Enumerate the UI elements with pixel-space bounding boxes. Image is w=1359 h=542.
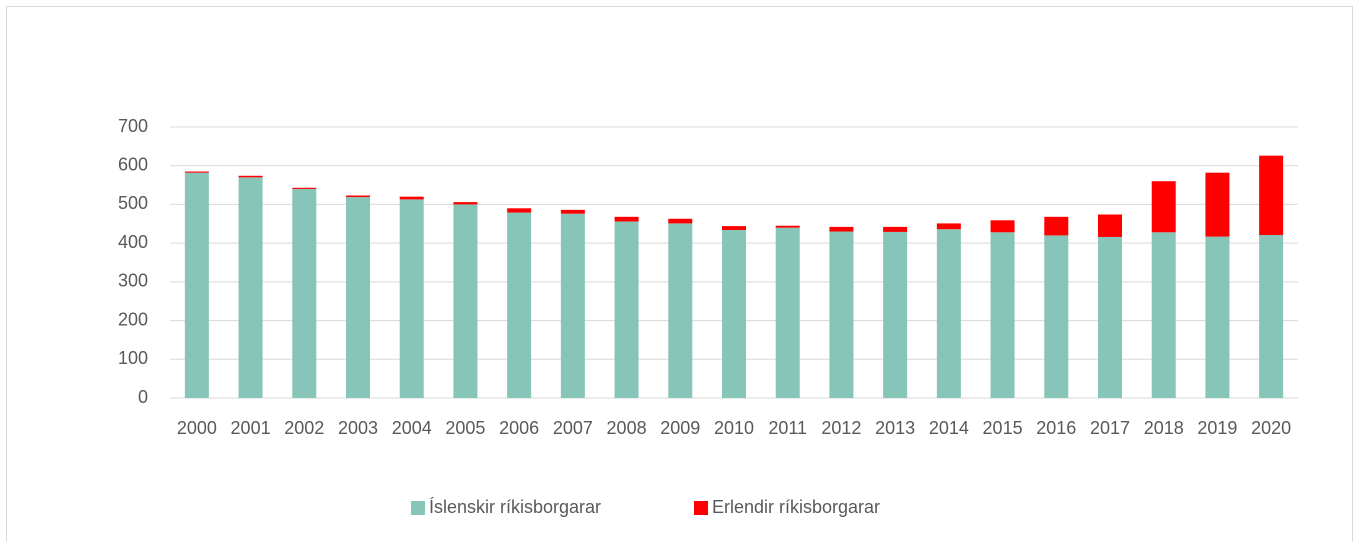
- bar-segment: [775, 227, 800, 398]
- x-tick-label: 2020: [1251, 418, 1291, 438]
- bar-segment: [184, 172, 209, 398]
- bar-segment: [936, 223, 961, 230]
- x-tick-label: 2008: [607, 418, 647, 438]
- x-tick-label: 2006: [499, 418, 539, 438]
- x-tick-label: 2003: [338, 418, 378, 438]
- bar-segment: [346, 197, 370, 398]
- y-tick-label: 200: [118, 309, 148, 329]
- x-tick-label: 2017: [1090, 418, 1130, 438]
- legend-swatch: [694, 501, 708, 515]
- x-tick-label: 2009: [660, 418, 700, 438]
- bar-segment: [722, 229, 746, 398]
- bar-segment: [1205, 172, 1230, 237]
- x-tick-label: 2007: [553, 418, 593, 438]
- bar-segment: [453, 204, 478, 398]
- bar-segment: [1098, 236, 1122, 398]
- x-tick-label: 2010: [714, 418, 754, 438]
- bar-segment: [936, 229, 961, 398]
- bar-segment: [883, 231, 908, 398]
- bar-segment: [399, 196, 424, 200]
- x-tick-label: 2016: [1036, 418, 1076, 438]
- x-tick-label: 2012: [821, 418, 861, 438]
- y-tick-label: 700: [118, 116, 148, 136]
- bar-segment: [507, 212, 532, 398]
- y-tick-label: 400: [118, 232, 148, 252]
- x-tick-label: 2014: [929, 418, 969, 438]
- bar-segment: [775, 225, 800, 228]
- bar-segment: [722, 226, 746, 230]
- bar-segment: [560, 213, 585, 398]
- bar-segment: [829, 231, 854, 398]
- x-tick-label: 2019: [1197, 418, 1237, 438]
- bar-segment: [292, 187, 317, 189]
- bar-segment: [1044, 235, 1069, 398]
- x-tick-label: 2011: [768, 418, 807, 438]
- bar-segment: [829, 226, 854, 232]
- bar-segment: [238, 175, 263, 178]
- legend-label: Erlendir ríkisborgarar: [712, 497, 880, 517]
- bar-segment: [668, 218, 693, 224]
- bar-segment: [668, 223, 693, 398]
- bar-segment: [453, 202, 478, 205]
- x-tick-label: 2005: [445, 418, 485, 438]
- bar-segment: [184, 171, 209, 173]
- y-tick-label: 300: [118, 271, 148, 291]
- bar-segment: [1151, 232, 1176, 398]
- y-tick-label: 0: [138, 387, 148, 407]
- bar-segment: [346, 195, 370, 198]
- x-tick-label: 2002: [284, 418, 324, 438]
- bar-segment: [238, 177, 263, 398]
- bar-segment: [1259, 155, 1284, 236]
- legend-swatch: [411, 501, 425, 515]
- chart-border: [6, 6, 1353, 542]
- x-tick-label: 2015: [983, 418, 1023, 438]
- bar-segment: [507, 208, 532, 213]
- y-tick-label: 600: [118, 154, 148, 174]
- x-tick-label: 2000: [177, 418, 217, 438]
- x-tick-label: 2001: [231, 418, 271, 438]
- bar-segment: [990, 232, 1015, 398]
- x-tick-label: 2013: [875, 418, 915, 438]
- bar-segment: [614, 216, 639, 222]
- bar-segment: [560, 209, 585, 214]
- y-tick-label: 100: [118, 348, 148, 368]
- bar-segment: [1044, 216, 1069, 236]
- bar-segment: [292, 188, 317, 398]
- bar-segment: [399, 199, 424, 398]
- bar-segment: [1205, 236, 1230, 398]
- x-tick-label: 2004: [392, 418, 432, 438]
- bar-segment: [1259, 235, 1284, 398]
- x-tick-label: 2018: [1144, 418, 1184, 438]
- legend-label: Íslenskir ríkisborgarar: [429, 497, 601, 517]
- bar-segment: [1098, 214, 1122, 237]
- bar-segment: [883, 226, 908, 232]
- bar-segment: [990, 220, 1015, 233]
- y-tick-label: 500: [118, 193, 148, 213]
- bar-segment: [1151, 181, 1176, 233]
- bar-segment: [614, 221, 639, 398]
